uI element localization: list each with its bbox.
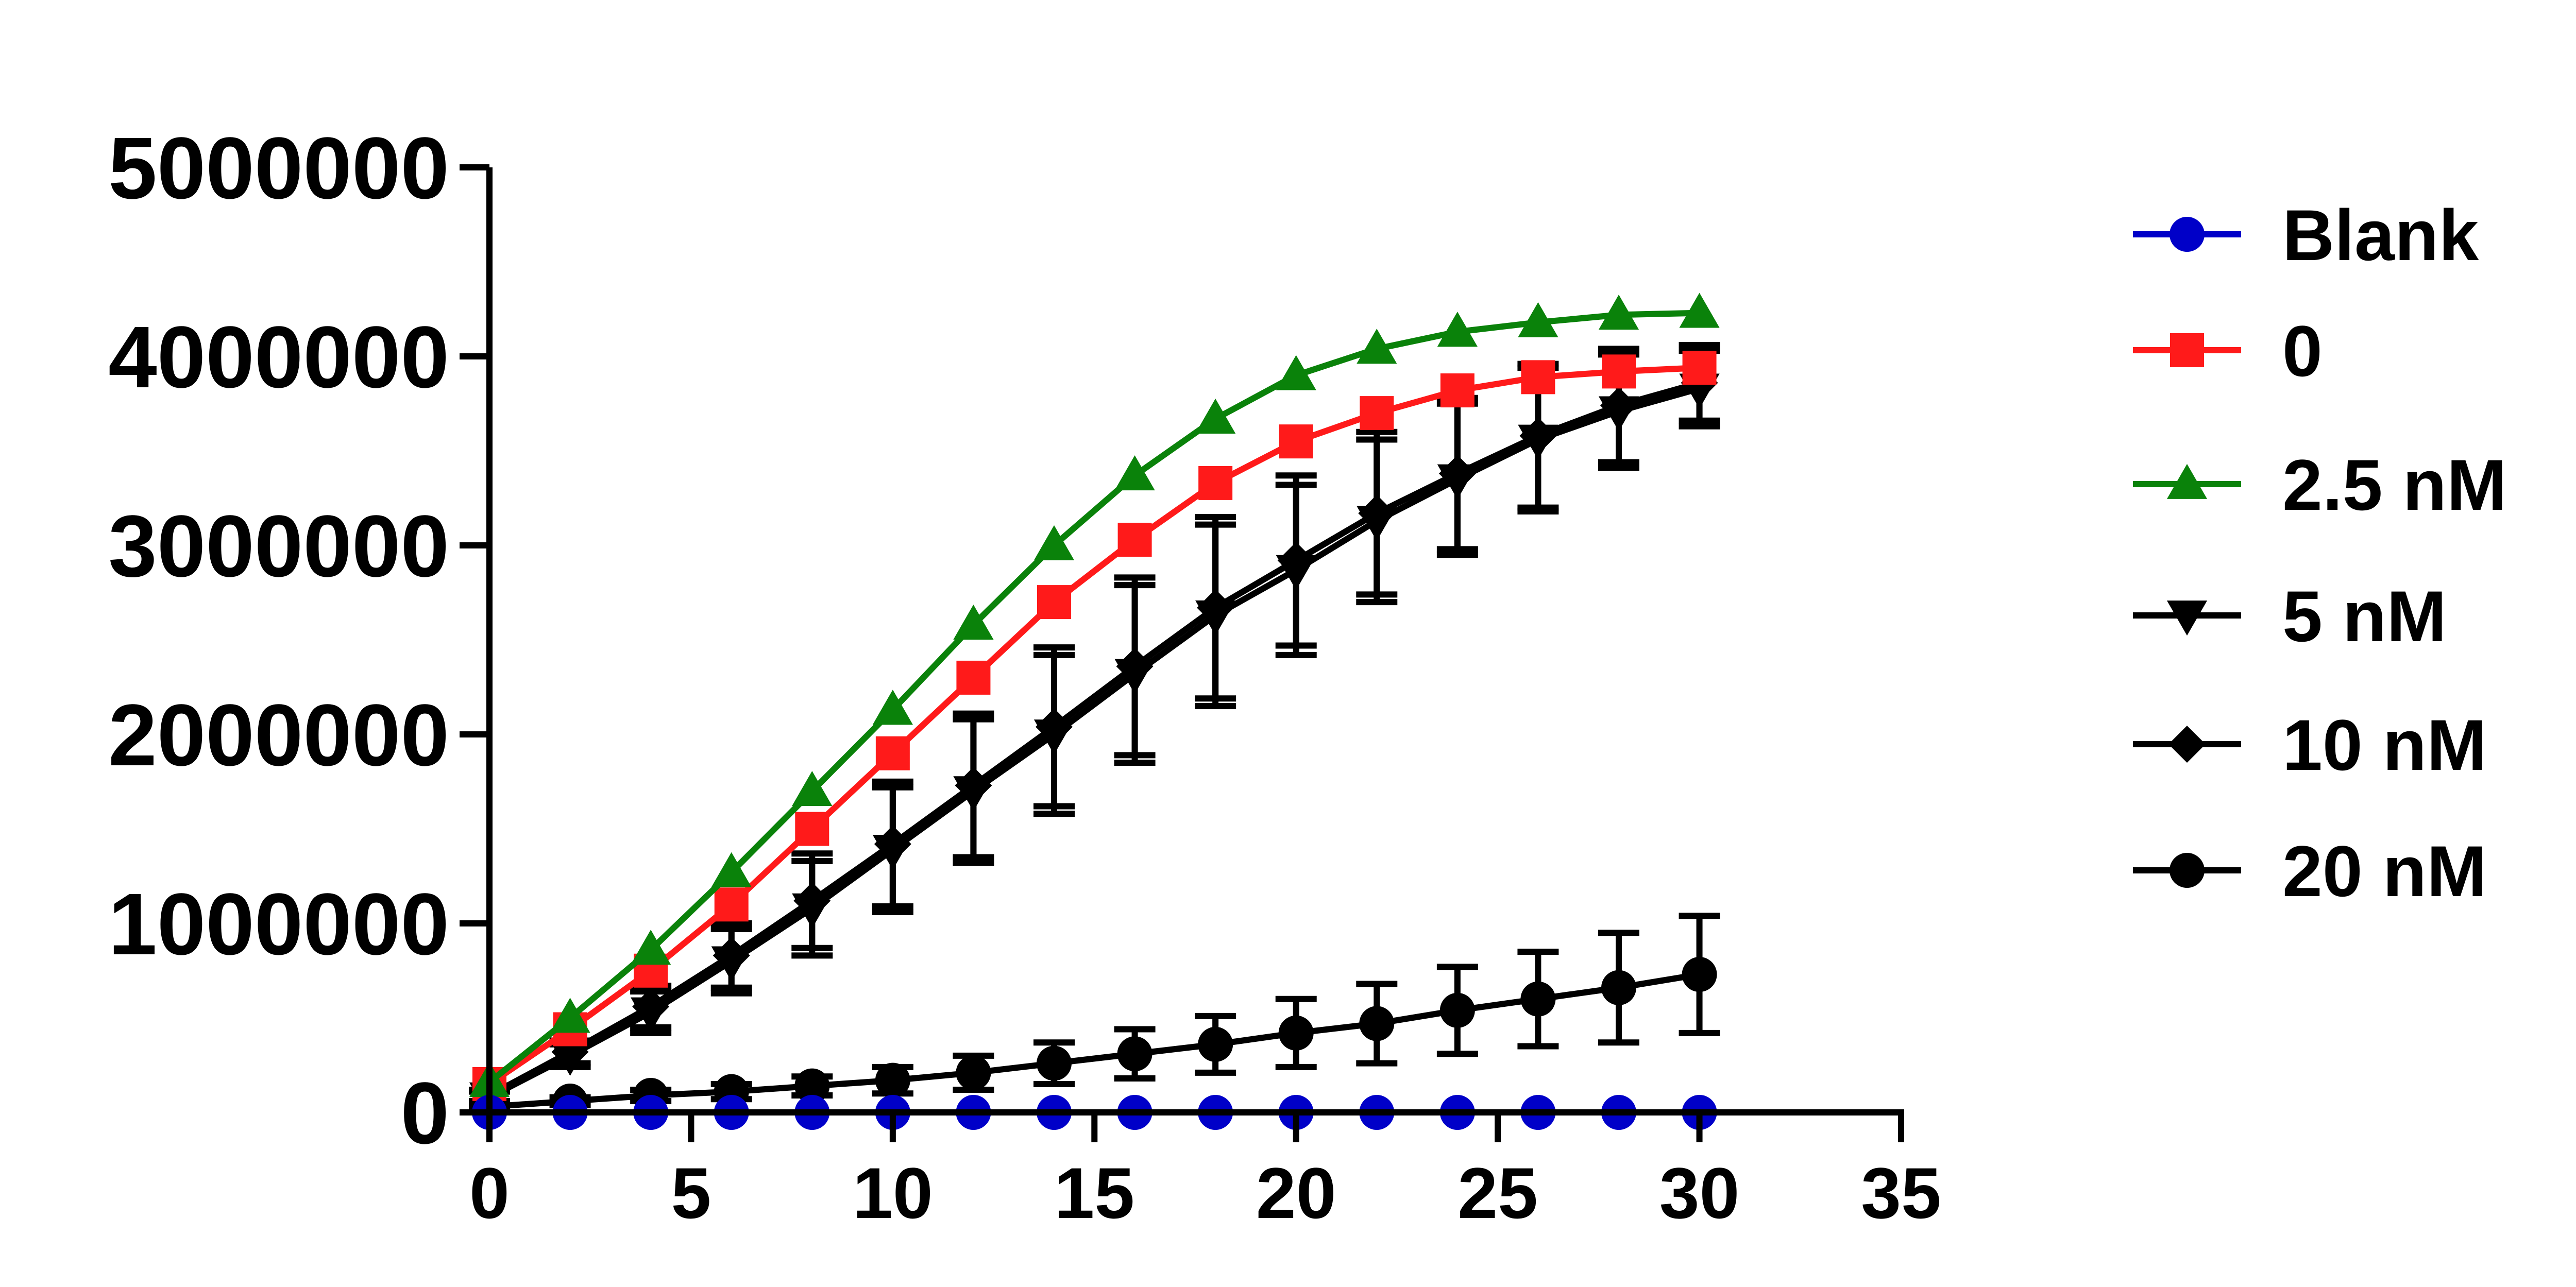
data-point: [1601, 970, 1636, 1005]
data-point: [1114, 455, 1155, 491]
series-line: [488, 385, 1701, 1100]
x-tick-label: 35: [1861, 1153, 1941, 1233]
data-point: [1117, 522, 1152, 557]
data-point: [874, 825, 911, 863]
data-point: [1195, 399, 1236, 434]
data-point: [1037, 1045, 1072, 1081]
data-point: [1437, 312, 1478, 347]
data-point: [875, 1062, 910, 1098]
data-point: [1277, 542, 1315, 579]
y-tick-label: 4000000: [108, 308, 449, 406]
data-point: [1116, 647, 1154, 685]
legend-item: 10 nM: [2133, 705, 2487, 785]
y-tick-label: 2000000: [108, 687, 449, 784]
legend-item: 0: [2133, 311, 2323, 391]
data-point: [713, 937, 750, 974]
legend-marker: [2166, 464, 2208, 499]
data-point: [1276, 355, 1316, 390]
data-point: [795, 812, 829, 846]
data-point: [953, 605, 994, 640]
data-point: [711, 852, 752, 887]
data-point: [714, 887, 749, 922]
y-tick-label: 1000000: [108, 876, 449, 973]
data-point: [792, 771, 833, 806]
data-point: [1357, 329, 1397, 364]
data-point: [1521, 360, 1555, 394]
data-point: [956, 1055, 991, 1090]
x-tick-label: 0: [469, 1153, 510, 1233]
x-tick-label: 5: [671, 1153, 711, 1233]
data-point: [1682, 351, 1717, 385]
data-point: [1037, 585, 1071, 620]
data-point: [1198, 1026, 1233, 1062]
data-point: [550, 998, 590, 1033]
data-point: [955, 767, 992, 804]
legend-label: 5 nM: [2282, 576, 2447, 657]
legend-label: 2.5 nM: [2282, 444, 2507, 525]
data-point: [872, 690, 913, 725]
data-point: [1520, 981, 1556, 1017]
axes: 0 1000000 2000000 3000000 4000000 5000000 0 5 10…: [108, 119, 1941, 1233]
legend-marker: [2170, 853, 2205, 888]
data-point: [1602, 354, 1636, 389]
legend-item: 2.5 nM: [2133, 444, 2507, 525]
x-tick-label: 30: [1659, 1153, 1740, 1233]
legend-label: 0: [2282, 311, 2323, 391]
legend-marker: [2170, 333, 2204, 367]
y-tick-label: 0: [400, 1065, 449, 1162]
data-point: [1197, 589, 1234, 627]
data-point: [794, 1068, 830, 1104]
x-tick-label: 10: [853, 1153, 933, 1233]
data-point: [1279, 424, 1313, 459]
legend-marker: [2166, 600, 2208, 636]
legend-label: 20 nM: [2282, 831, 2487, 912]
data-point: [1518, 302, 1558, 337]
x-tick-label: 15: [1054, 1153, 1134, 1233]
data-point: [1439, 992, 1475, 1028]
data-point: [1033, 525, 1075, 560]
data-point: [631, 930, 671, 965]
data-point: [1117, 1036, 1153, 1072]
data-point: [1440, 373, 1475, 408]
legend: Blank 0 2.5 nM 5 nM 10 nM 20 nM: [2133, 195, 2507, 912]
y-tick-label: 3000000: [108, 497, 449, 595]
series-line: [488, 380, 1701, 1099]
legend-marker: [2170, 217, 2205, 252]
legend-label: 10 nM: [2282, 705, 2487, 785]
series-line: [487, 310, 1700, 1085]
data-point: [1036, 708, 1073, 746]
x-tick-label: 25: [1458, 1153, 1538, 1233]
data-point: [1198, 466, 1233, 500]
x-tick-label: 20: [1256, 1153, 1336, 1233]
legend-item: Blank: [2133, 195, 2479, 276]
legend-item: 5 nM: [2133, 576, 2447, 657]
legend-label: Blank: [2282, 195, 2479, 276]
y-tick-label: 5000000: [108, 119, 449, 217]
data-point: [1359, 1006, 1395, 1041]
data-point: [1679, 293, 1720, 328]
series-line: [487, 365, 1700, 1087]
data-point: [793, 882, 831, 919]
data-point: [632, 988, 670, 1025]
data-point: [1358, 494, 1396, 532]
series-2-5-nm: [469, 293, 1720, 1097]
data-point: [1278, 1015, 1314, 1051]
data-point: [1598, 295, 1639, 330]
legend-marker: [2168, 726, 2206, 763]
data-point: [1360, 396, 1394, 431]
legend-item: 20 nM: [2133, 831, 2487, 912]
data-point: [956, 660, 991, 695]
series-line: [489, 971, 1700, 1110]
plot-area: [469, 293, 1720, 1130]
data-point: [1438, 455, 1476, 492]
data-point: [875, 736, 910, 770]
data-point: [1600, 387, 1637, 424]
data-point: [1519, 417, 1557, 455]
data-point: [1682, 957, 1717, 992]
